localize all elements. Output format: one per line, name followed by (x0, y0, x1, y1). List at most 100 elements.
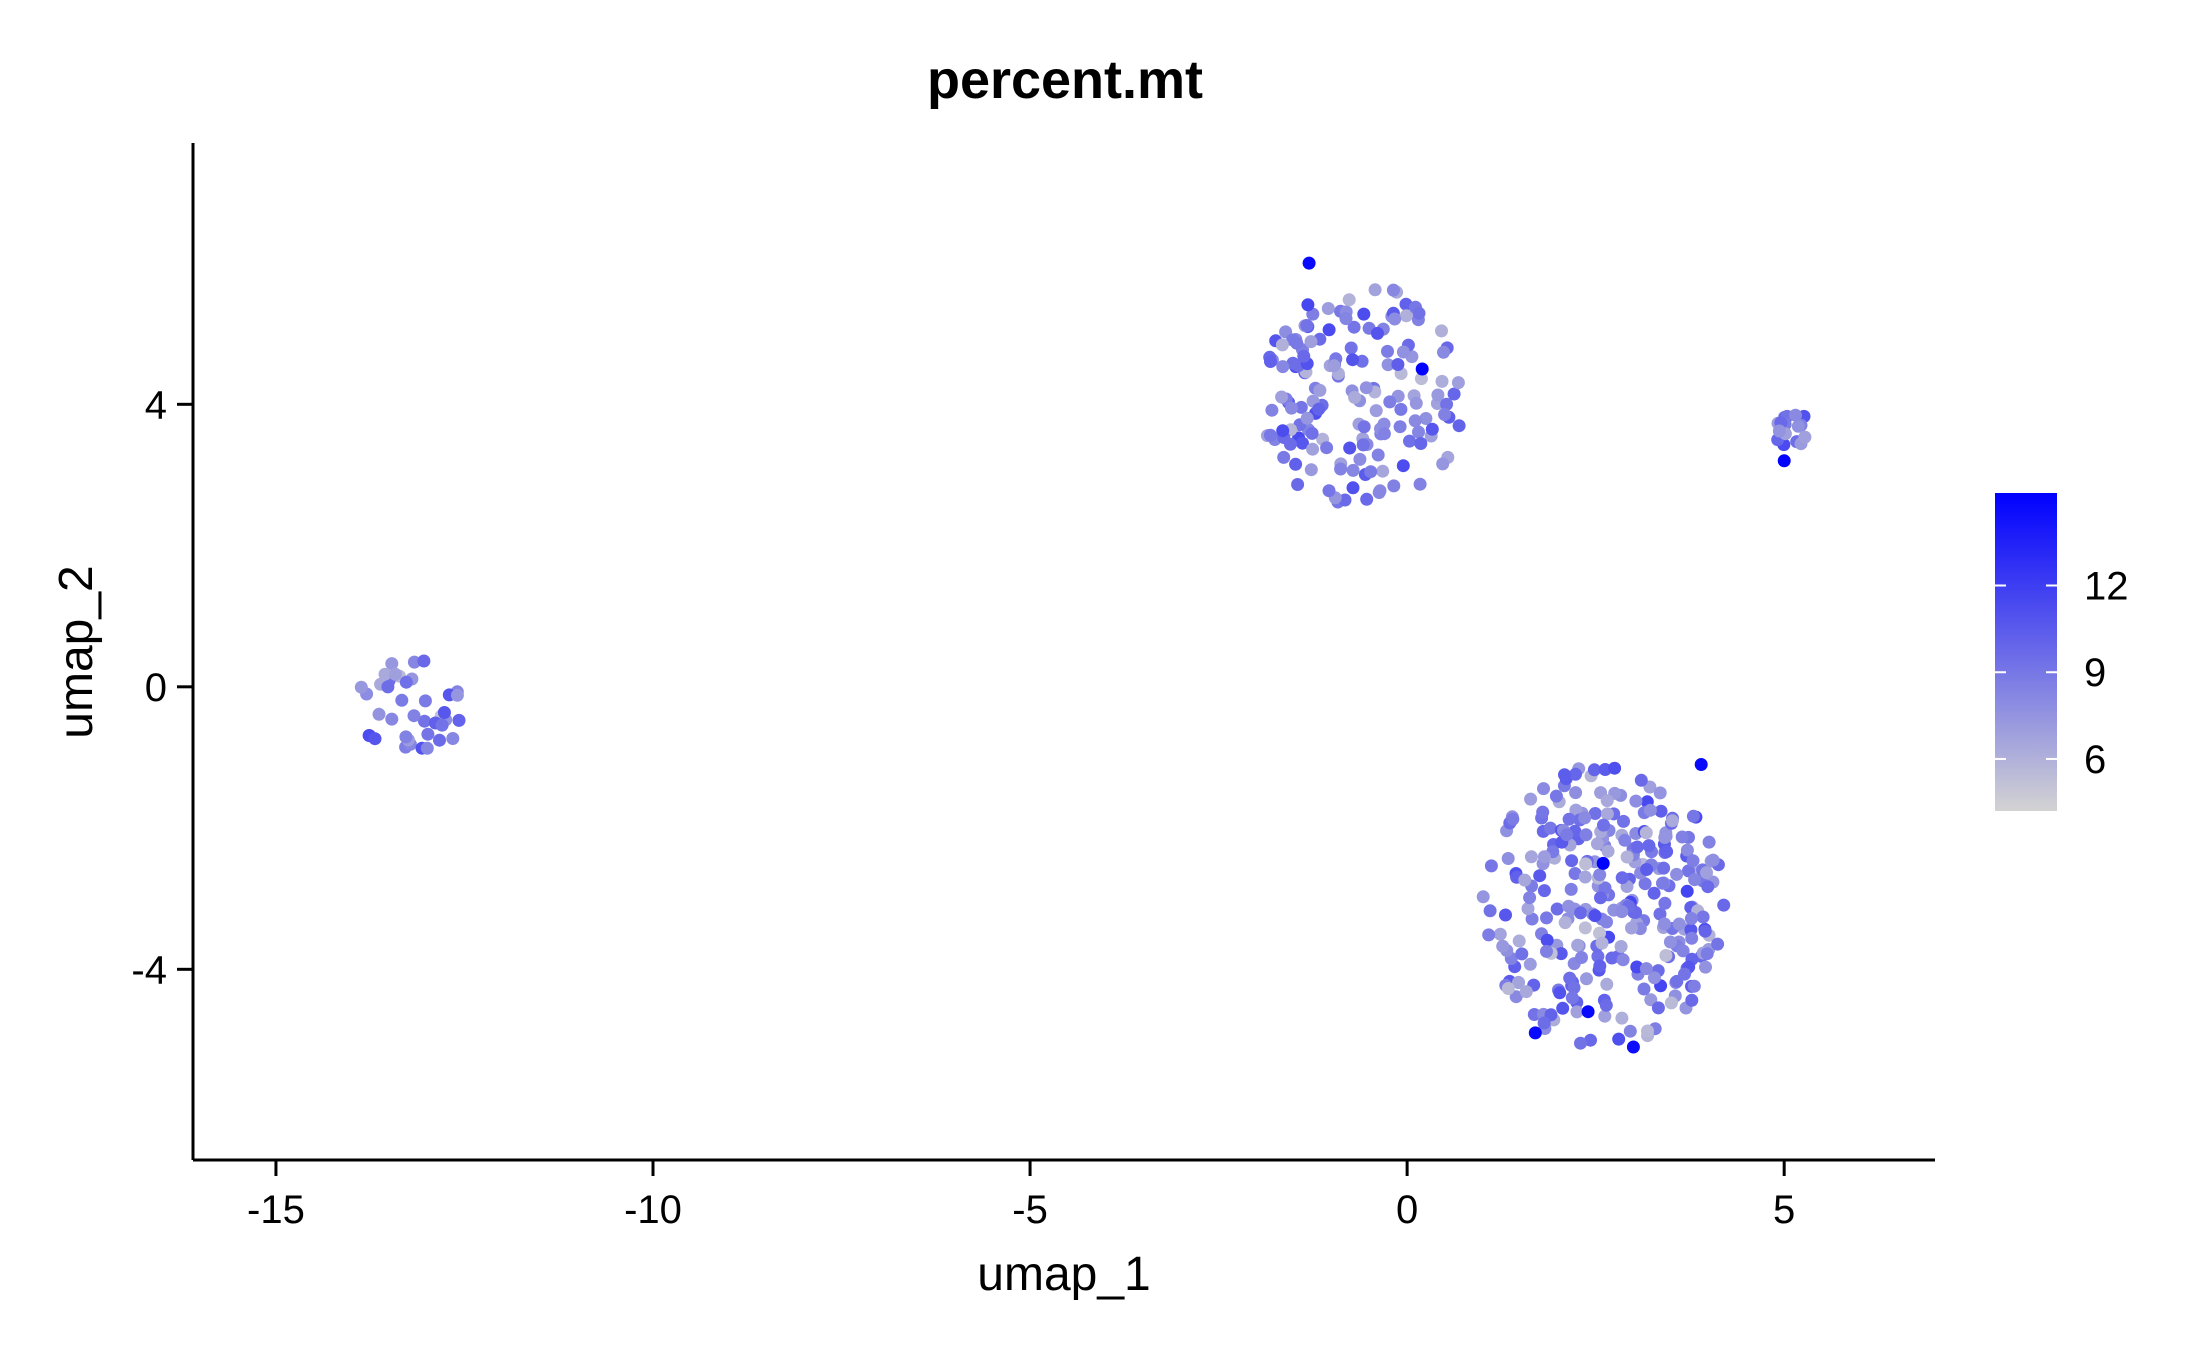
scatter-point (1711, 937, 1725, 951)
scatter-point (1537, 1016, 1551, 1030)
scatter-point (1600, 915, 1613, 929)
scatter-point (1283, 437, 1297, 451)
scatter-point (407, 655, 421, 669)
scatter-point (1578, 921, 1592, 935)
scatter-point (1615, 871, 1629, 885)
scatter-point (1616, 953, 1630, 967)
scatter-point (1276, 424, 1290, 438)
scatter-point (1597, 818, 1610, 832)
scatter-point (1275, 338, 1289, 352)
y-tick-label: -4 (131, 948, 167, 992)
scatter-point (1558, 768, 1571, 782)
scatter-point (1312, 402, 1326, 416)
scatter-point (1265, 403, 1279, 417)
scatter-point (1615, 1011, 1629, 1025)
scatter-point (407, 709, 421, 723)
scatter-point (1620, 850, 1634, 864)
y-axis-label: umap_2 (50, 565, 103, 738)
scatter-point (1540, 933, 1554, 947)
scatter-point (1452, 419, 1466, 433)
scatter-point (1419, 412, 1433, 425)
scatter-point (1440, 397, 1454, 411)
scatter-point (1594, 891, 1607, 905)
scatter-point (1300, 319, 1314, 332)
scatter-point (1533, 869, 1547, 883)
scatter-point (1364, 465, 1378, 479)
x-tick-label: -15 (247, 1188, 305, 1232)
x-axis-label: umap_1 (977, 1248, 1150, 1301)
scatter-point (1300, 411, 1314, 425)
scatter-point (1515, 947, 1529, 961)
scatter-point (1356, 438, 1370, 452)
scatter-point (1574, 1036, 1587, 1050)
scatter-point (1581, 1005, 1595, 1019)
scatter-point (1798, 430, 1812, 444)
scatter-point (1550, 902, 1564, 916)
scatter-point (1396, 459, 1410, 473)
scatter-point (381, 680, 395, 694)
scatter-point (1593, 868, 1607, 882)
scatter-point (1321, 302, 1335, 315)
scatter-point (1304, 335, 1318, 349)
scatter-point (1346, 353, 1360, 367)
scatter-point (1322, 484, 1336, 498)
scatter-point (1289, 457, 1303, 471)
scatter-point (1396, 345, 1410, 359)
scatter-point (1684, 912, 1698, 925)
scatter-point (1647, 971, 1661, 985)
scatter-point (1680, 884, 1694, 898)
scatter-point (1304, 463, 1318, 477)
scatter-point (1638, 877, 1652, 891)
scatter-point (1334, 462, 1348, 476)
scatter-point (1562, 812, 1576, 826)
scatter-point (452, 713, 466, 727)
scatter-point (1571, 938, 1585, 952)
scatter-point (1644, 993, 1658, 1007)
scatter-point (1553, 986, 1567, 1000)
scatter-point (1543, 821, 1557, 835)
scatter-point (1588, 909, 1602, 923)
scatter-point (1699, 960, 1712, 974)
scatter-point (1376, 464, 1390, 478)
scatter-point (1437, 345, 1450, 359)
scatter-point (1496, 939, 1510, 953)
scatter-point (1525, 912, 1539, 926)
scatter-point (1569, 767, 1582, 781)
scatter-point (1338, 493, 1352, 507)
scatter-point (1369, 404, 1383, 418)
scatter-point (1537, 850, 1551, 864)
scatter-point (1291, 478, 1305, 491)
scatter-point (1608, 761, 1622, 775)
x-tick-label: 5 (1773, 1188, 1795, 1232)
scatter-point (1346, 481, 1360, 495)
scatter-point (1698, 924, 1712, 938)
scatter-point (1301, 298, 1315, 312)
x-tick-label: 0 (1396, 1188, 1418, 1232)
y-axis-ticks: -4 0 4 (131, 383, 193, 992)
scatter-point (1600, 977, 1614, 991)
scatter-point (1789, 408, 1802, 422)
scatter-point (385, 712, 399, 726)
scatter-point (1512, 976, 1525, 990)
color-legend-label: 9 (2084, 651, 2106, 695)
scatter-point (1413, 477, 1427, 491)
scatter-point (1447, 387, 1461, 401)
scatter-point (1777, 454, 1791, 468)
scatter-point (1647, 886, 1661, 900)
scatter-point (1348, 390, 1362, 404)
scatter-point (1436, 457, 1450, 471)
scatter-point (1599, 998, 1613, 1012)
scatter-point (1359, 381, 1373, 395)
scatter-point (1403, 434, 1416, 448)
y-tick-label: 4 (145, 383, 167, 427)
scatter-point (1590, 837, 1604, 851)
scatter-point (1347, 320, 1361, 334)
scatter-point (1381, 358, 1395, 372)
scatter-point (1342, 293, 1356, 307)
scatter-point (1696, 910, 1710, 924)
scatter-point (1641, 1024, 1654, 1038)
scatter-point (1322, 323, 1336, 337)
scatter-point (388, 667, 402, 681)
scatter-point (1670, 867, 1684, 881)
scatter-point (1414, 372, 1428, 386)
